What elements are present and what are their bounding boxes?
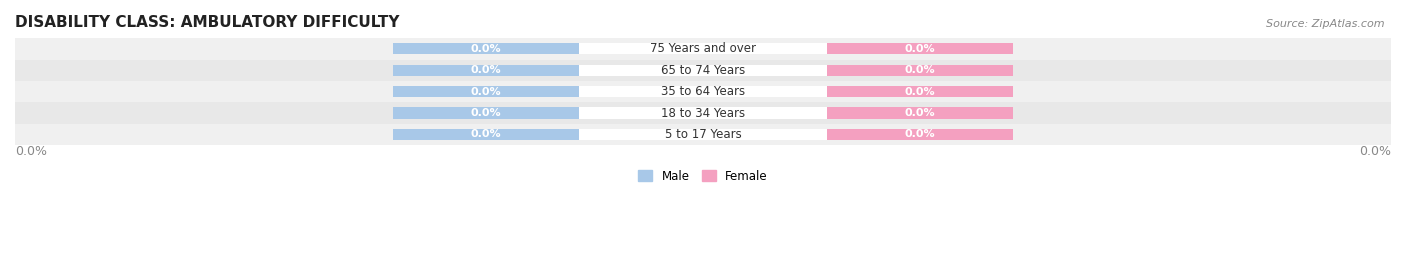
Bar [394,108,579,119]
Bar [579,86,827,97]
Bar [579,108,827,119]
Text: 0.0%: 0.0% [904,108,935,118]
Bar [394,129,579,140]
Text: 18 to 34 Years: 18 to 34 Years [661,107,745,119]
Text: 35 to 64 Years: 35 to 64 Years [661,85,745,98]
Bar [579,129,827,140]
Text: 0.0%: 0.0% [471,87,502,97]
Text: 0.0%: 0.0% [471,129,502,139]
Bar [394,43,579,54]
Text: Source: ZipAtlas.com: Source: ZipAtlas.com [1267,19,1385,29]
Bar [15,38,1391,59]
Text: 0.0%: 0.0% [904,44,935,54]
Bar [15,124,1391,145]
Text: 0.0%: 0.0% [15,145,46,158]
Text: 0.0%: 0.0% [1360,145,1391,158]
Bar [827,86,1012,97]
Bar [394,43,1012,54]
Bar [394,129,1012,140]
Text: 0.0%: 0.0% [904,129,935,139]
Bar [394,65,1012,76]
Legend: Male, Female: Male, Female [634,165,772,187]
Text: 0.0%: 0.0% [471,108,502,118]
Text: 0.0%: 0.0% [471,44,502,54]
Bar [15,81,1391,102]
Bar [827,43,1012,54]
Text: DISABILITY CLASS: AMBULATORY DIFFICULTY: DISABILITY CLASS: AMBULATORY DIFFICULTY [15,15,399,30]
Text: 0.0%: 0.0% [904,65,935,75]
Bar [394,86,579,97]
Bar [394,108,1012,119]
Bar [579,65,827,76]
Bar [827,108,1012,119]
Bar [15,102,1391,124]
Text: 65 to 74 Years: 65 to 74 Years [661,64,745,77]
Bar [827,65,1012,76]
Text: 75 Years and over: 75 Years and over [650,42,756,55]
Text: 5 to 17 Years: 5 to 17 Years [665,128,741,141]
Bar [15,59,1391,81]
Text: 0.0%: 0.0% [471,65,502,75]
Text: 0.0%: 0.0% [904,87,935,97]
Bar [394,65,579,76]
Bar [394,86,1012,97]
Bar [579,43,827,54]
Bar [827,129,1012,140]
